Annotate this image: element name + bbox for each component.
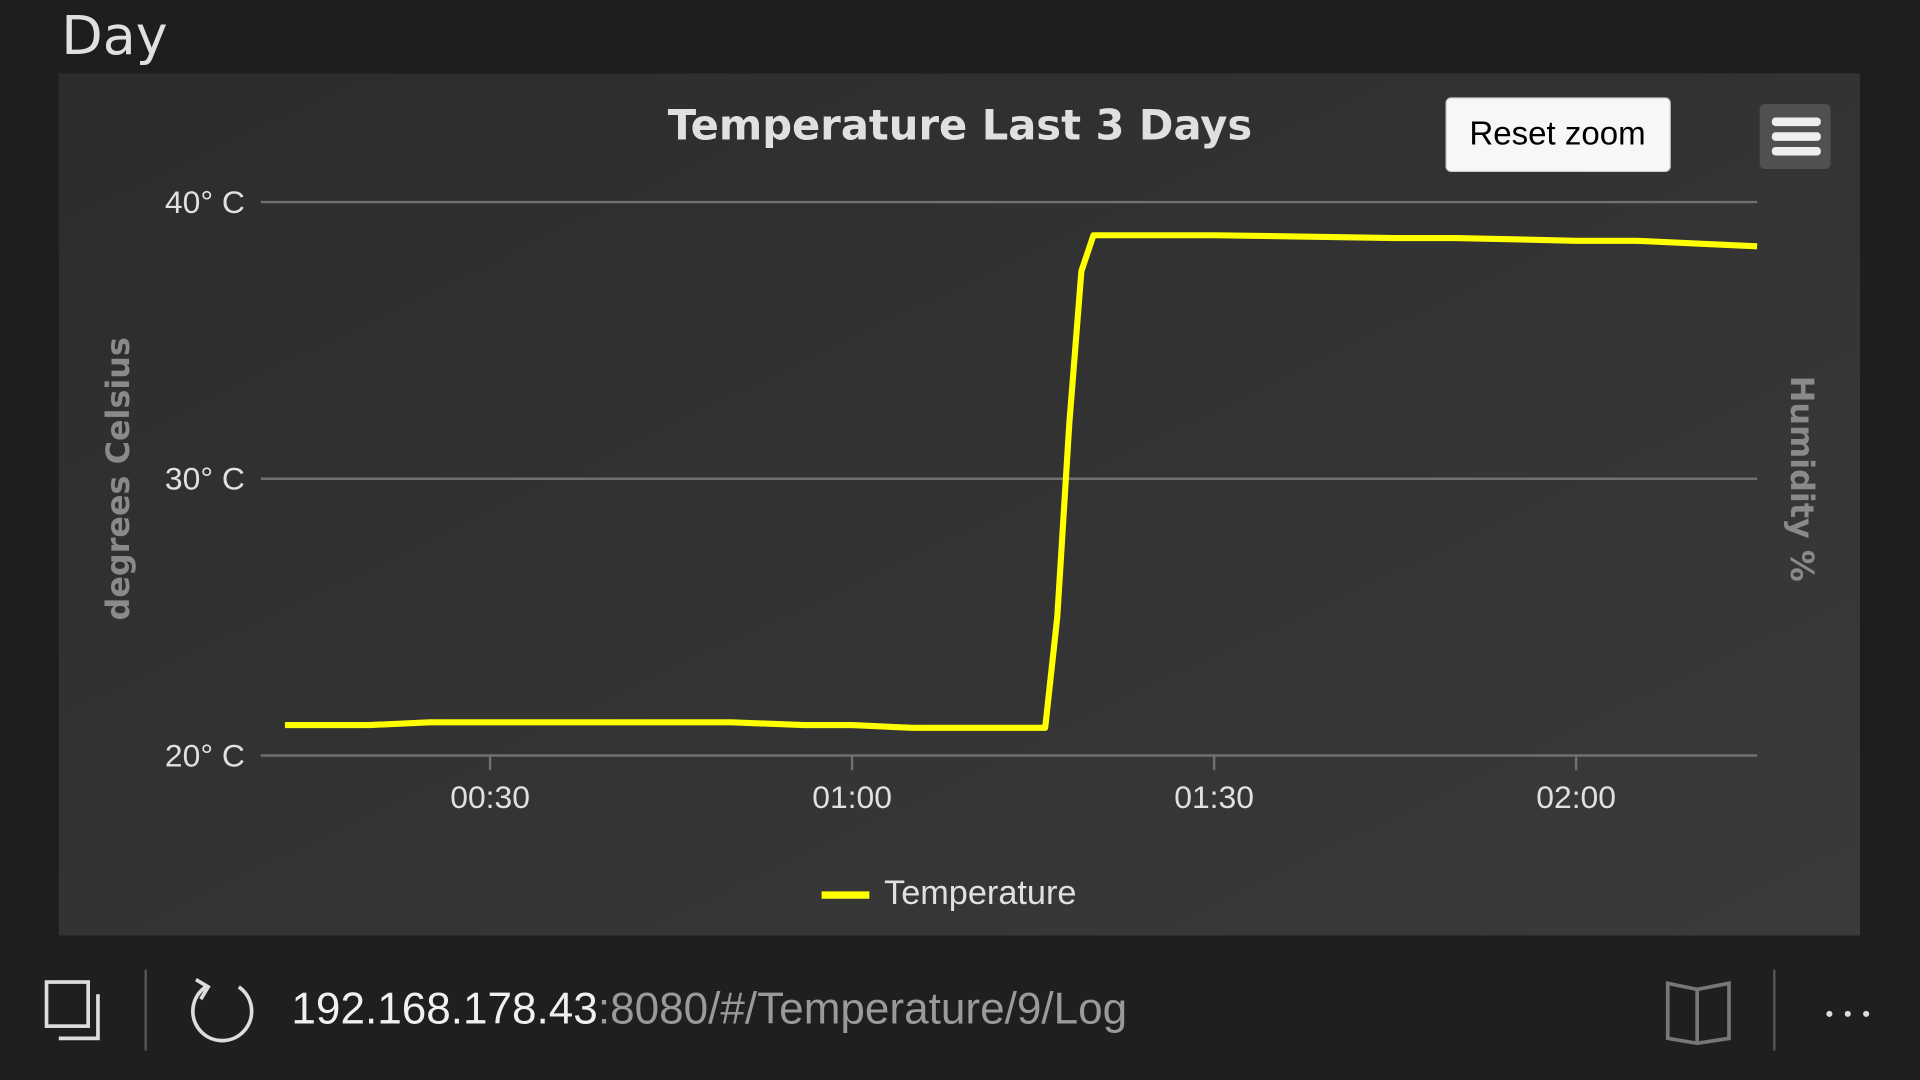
series-line — [284, 232, 1758, 731]
more-button[interactable] — [1826, 1010, 1870, 1017]
legend-label[interactable]: Temperature — [884, 874, 1076, 912]
x-tick-label: 02:00 — [1536, 779, 1616, 815]
refresh-arrow — [194, 978, 211, 1001]
tab-icon-back — [58, 994, 100, 1041]
y2-axis-title: Humidity % — [1783, 376, 1821, 582]
plot: 20° C 30° C 40° C 00:30 01:00 01:30 02:00 — [165, 184, 1758, 815]
tabs-button[interactable] — [44, 980, 100, 1041]
legend-item[interactable]: Temperature — [821, 874, 1077, 912]
browser-bar — [0, 935, 1920, 1080]
x-tick-label: 01:00 — [812, 779, 892, 815]
x-tick-label: 01:30 — [1174, 779, 1254, 815]
menu-button[interactable] — [1759, 104, 1831, 169]
dot — [1826, 1010, 1833, 1017]
y-tick-label: 20° C — [165, 737, 245, 773]
button-bg[interactable] — [1445, 97, 1671, 173]
dot — [1863, 1010, 1870, 1017]
menu-bar — [1771, 117, 1821, 127]
dot — [1844, 1010, 1851, 1017]
book-icon[interactable] — [1665, 981, 1731, 1046]
refresh-button[interactable] — [191, 985, 254, 1043]
menu-bar — [1771, 132, 1821, 141]
url-path: :8080/#/Temperature/9/Log — [598, 984, 1127, 1033]
page-heading: Day — [61, 4, 167, 67]
y-axis-title: degrees Celsius — [99, 337, 137, 620]
menu-bar — [1771, 146, 1821, 156]
tab-icon[interactable] — [44, 980, 90, 1028]
y-tick-label: 30° C — [165, 461, 245, 497]
reset-zoom-button[interactable]: Reset zoom — [1445, 97, 1671, 173]
button-label[interactable]: Reset zoom — [1469, 116, 1645, 153]
chart-panel — [58, 73, 1860, 936]
address-bar[interactable]: 192.168.178.43:8080/#/Temperature/9/Log — [291, 984, 1127, 1033]
url-host: 192.168.178.43 — [291, 984, 597, 1033]
reading-view-button[interactable] — [1665, 981, 1731, 1046]
x-tick-label: 00:30 — [450, 779, 530, 815]
y-tick-label: 40° C — [165, 184, 245, 220]
chart-title: Temperature Last 3 Days — [668, 101, 1252, 150]
